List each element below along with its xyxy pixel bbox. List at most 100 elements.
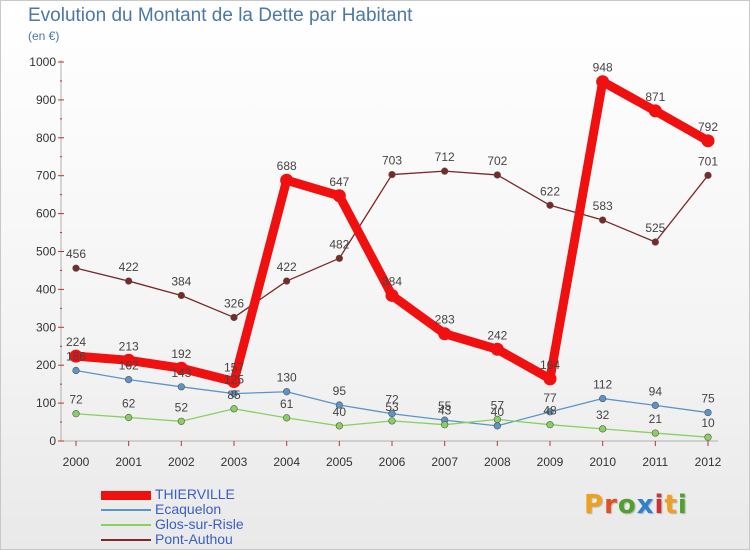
data-labels: 456 422 384 326 422 482 703 712 702 622 583 525 701 1… [66,61,718,431]
data-point [177,291,185,300]
axes: 0 100 200 300 400 500 600 700 800 900 1000 2000 2001… [29,55,721,469]
data-label: 326 [224,296,244,310]
data-point [177,417,185,425]
x-tick-label: 2005 [326,455,353,469]
data-label: 130 [277,371,297,385]
data-label: 792 [698,120,718,134]
data-point [651,401,659,409]
data-label: 85 [227,388,241,402]
y-tick-label: 600 [36,207,56,221]
x-tick-label: 2008 [484,455,511,469]
y-tick-label: 900 [36,93,56,107]
data-point [335,254,343,262]
data-point [72,410,80,418]
data-point [493,171,501,179]
legend-swatch [101,524,151,526]
x-tick-label: 2001 [115,455,142,469]
data-label: 647 [329,175,349,189]
logo-letter: t [664,490,678,520]
data-point [648,104,662,118]
data-point [283,388,291,396]
x-tick-label: 2009 [537,455,564,469]
legend: THIERVILLE Ecaquelon Glos-sur-Risle Pont-Au… [101,486,321,547]
y-tick-label: 0 [49,434,56,448]
data-point [283,277,291,285]
data-point [704,171,712,179]
data-point [335,422,343,430]
data-label: 283 [435,313,455,327]
legend-label: Ecaquelon [155,501,222,517]
data-point [388,170,396,179]
data-label: 157 [224,360,244,374]
data-point [599,394,607,403]
legend-swatch [101,509,151,511]
data-label: 77 [543,391,557,405]
data-label: 701 [698,154,718,168]
series-line-thierville [71,77,713,386]
data-point [490,342,504,356]
data-label: 125 [224,373,244,387]
legend-item: Glos-sur-Risle [101,516,321,532]
data-label: 143 [171,366,191,380]
legend-label: THIERVILLE [155,486,235,502]
data-point [599,216,607,224]
data-point [596,75,610,89]
data-label: 52 [175,400,189,414]
data-point [125,277,133,285]
data-point [283,414,291,422]
data-point [230,405,238,413]
data-label: 72 [385,393,399,407]
data-point [546,408,554,416]
data-point [701,134,715,148]
data-point [438,327,452,341]
data-label: 688 [277,159,297,173]
data-label: 482 [329,237,349,251]
y-tick-label: 100 [36,396,56,410]
y-tick-label: 1000 [29,55,56,69]
data-point [441,167,449,175]
x-tick-label: 2006 [379,455,406,469]
data-label: 702 [487,154,507,168]
logo-letter: o [617,490,637,520]
legend-item: THIERVILLE [101,486,321,502]
data-point [599,425,607,433]
data-point [177,383,185,391]
legend-label: Glos-sur-Risle [155,516,244,532]
x-tick-label: 2003 [221,455,248,469]
x-tick-label: 2012 [695,455,722,469]
data-label: 43 [438,404,452,418]
data-label: 95 [333,384,347,398]
x-tick-label: 2002 [168,455,195,469]
legend-item: Ecaquelon [101,501,321,517]
data-label: 384 [171,274,191,288]
data-point [493,422,501,430]
data-label: 62 [122,397,136,411]
data-label: 242 [487,328,507,342]
data-label: 32 [596,408,610,422]
data-point [280,173,294,187]
data-label: 583 [593,199,613,213]
data-point [388,410,396,418]
data-label: 948 [593,61,613,75]
data-label: 164 [540,358,560,372]
data-label: 456 [66,247,86,261]
data-label: 525 [645,221,665,235]
data-point [72,264,80,272]
legend-swatch [101,490,151,500]
data-label: 422 [119,260,139,274]
data-point [69,349,83,363]
data-label: 622 [540,184,560,198]
data-label: 871 [645,90,665,104]
data-point [493,415,501,423]
data-point [704,408,712,417]
data-point [651,238,659,246]
y-tick-label: 300 [36,320,56,334]
data-point [546,201,554,209]
x-tick-label: 2010 [589,455,616,469]
data-point [543,372,557,386]
data-label: 55 [438,399,452,413]
data-point [332,189,346,203]
data-point [227,374,241,388]
